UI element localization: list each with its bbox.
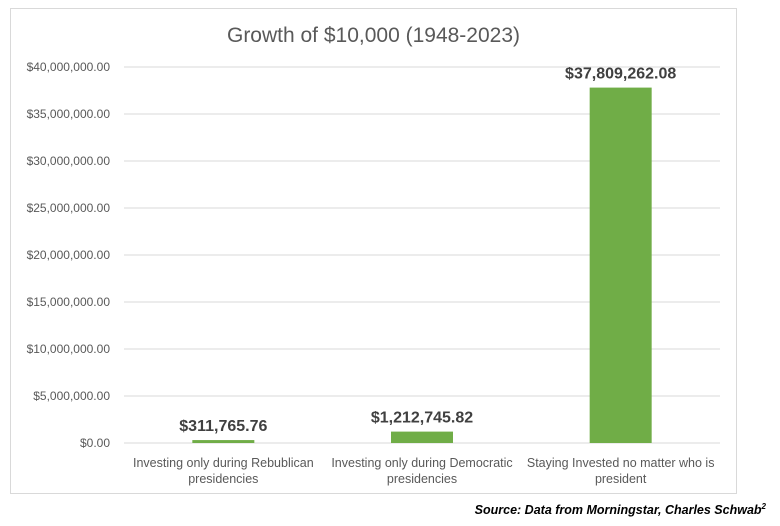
data-label: $37,809,262.08 [565,66,676,83]
x-category-label: presidencies [387,472,457,486]
y-tick-label: $25,000,000.00 [27,201,111,215]
x-category-label: Staying Invested no matter who is [527,456,715,470]
y-tick-label: $5,000,000.00 [33,389,110,403]
x-category-label: Investing only during Rebublican [133,456,314,470]
y-tick-label: $15,000,000.00 [27,295,111,309]
source-text: Source: Data from Morningstar, Charles S… [474,503,762,517]
data-label: $311,765.76 [179,418,267,435]
bar [391,431,453,443]
x-category-label: president [595,472,647,486]
x-category-label: presidencies [188,472,258,486]
chart-title: Growth of $10,000 (1948-2023) [226,24,521,47]
y-tick-label: $30,000,000.00 [27,154,111,168]
x-category-label: Investing only during Democratic [331,456,512,470]
source-footnote: 2 [761,501,766,511]
bar [192,440,255,443]
y-tick-label: $35,000,000.00 [27,107,111,121]
y-tick-label: $0.00 [80,436,110,450]
data-label: $1,212,745.82 [371,410,473,427]
y-tick-label: $10,000,000.00 [27,342,111,356]
bar [589,87,652,444]
y-tick-label: $40,000,000.00 [27,60,111,74]
source-note: Source: Data from Morningstar, Charles S… [475,502,766,517]
y-tick-label: $20,000,000.00 [27,248,111,262]
